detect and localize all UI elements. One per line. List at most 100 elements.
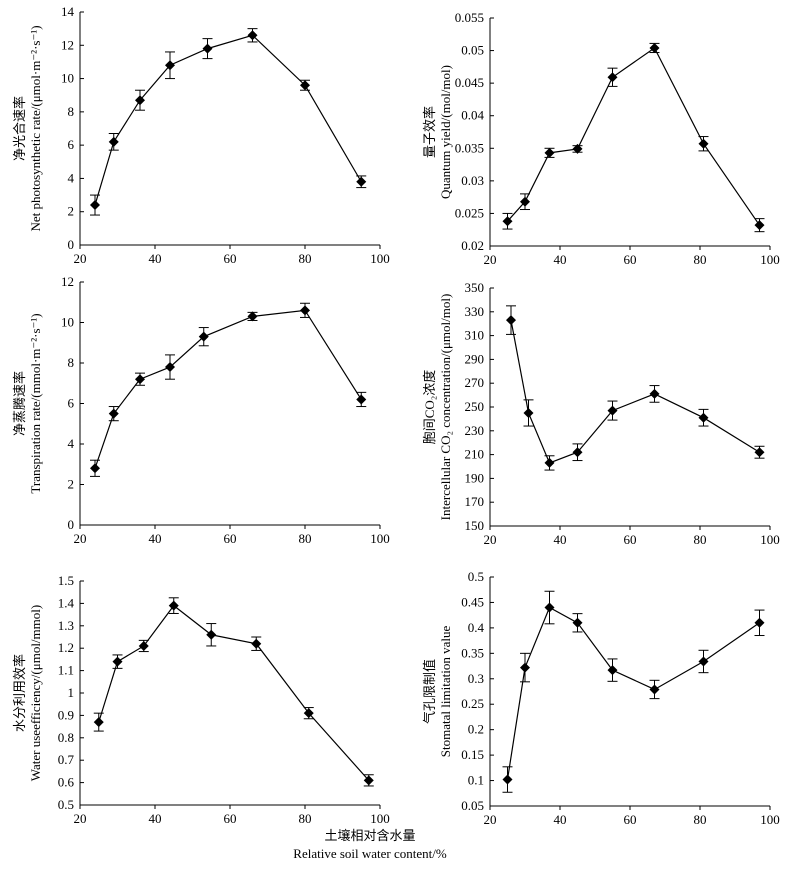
x-tick-label: 100 [760, 812, 780, 827]
chart-panel-3: 0 2 4 6 8 10 12 20 40 60 80 100 净蒸腾速率 Transpiration r… [12, 274, 390, 546]
x-tick-label: 60 [624, 812, 637, 827]
y-tick-label: 0 [68, 517, 75, 532]
y-tick-label: 0.025 [455, 205, 484, 220]
y-tick-label: 290 [465, 351, 485, 366]
x-tick-label: 60 [624, 252, 637, 267]
data-point-marker [607, 405, 618, 416]
x-tick-label: 40 [149, 811, 162, 826]
y-tick-label: 0.25 [461, 696, 484, 711]
data-point-marker [135, 374, 145, 385]
x-tick-label: 40 [554, 532, 567, 547]
data-point-marker [544, 602, 555, 613]
chart-panel-6: 0.05 0.1 0.15 0.2 0.25 0.3 0.35 0.4 0.45 0.5 20 40 6… [422, 569, 780, 827]
y-tick-label: 0.05 [461, 798, 484, 813]
data-point-marker [356, 176, 367, 187]
y-tick-label: 230 [465, 423, 485, 438]
y-tick-label: 8 [68, 355, 75, 370]
series-line [94, 34, 362, 206]
y-tick-label: 14 [61, 4, 75, 19]
figure-xlabel-en: Relative soil water content/% [293, 846, 447, 861]
y-axis-title-en: Transpiration rate/(mmol·m⁻²·s⁻¹) [28, 313, 43, 493]
x-tick-label: 40 [149, 251, 162, 266]
y-tick-label: 270 [465, 375, 485, 390]
x-tick-label: 20 [484, 252, 497, 267]
data-point-marker [93, 717, 104, 728]
y-tick-label: 0.2 [468, 722, 484, 737]
y-axis-title-zh: 净蒸腾速率 [12, 371, 27, 436]
data-point-marker [698, 138, 709, 149]
chart-panel-1: 0 2 4 6 8 10 12 14 20 40 60 80 100 净光合速率 Net photosynt… [12, 4, 390, 266]
data-point-marker [506, 315, 516, 326]
x-tick-label: 100 [370, 811, 390, 826]
y-tick-label: 0.5 [58, 797, 74, 812]
x-tick-label: 80 [694, 532, 707, 547]
y-tick-label: 1.4 [58, 595, 75, 610]
y-axis-title-en: Quantum yield/(mol/mol) [438, 65, 453, 199]
series-line [507, 47, 760, 226]
data-point-marker [168, 600, 179, 611]
y-tick-label: 6 [68, 137, 75, 152]
data-point-marker [698, 412, 709, 423]
data-point-marker [198, 331, 209, 342]
y-tick-label: 310 [465, 328, 485, 343]
y-tick-label: 0 [68, 237, 75, 252]
data-point-marker [165, 362, 175, 373]
x-tick-label: 60 [224, 531, 237, 546]
y-tick-label: 0.7 [58, 752, 75, 767]
data-point-marker [356, 394, 367, 405]
y-tick-label: 1.5 [58, 573, 74, 588]
y-tick-label: 0.04 [461, 108, 484, 123]
data-point-marker [300, 80, 310, 91]
y-axis-title-zh: 胞间CO₂浓度 [422, 370, 437, 445]
data-point-marker [135, 95, 145, 106]
data-point-marker [206, 629, 217, 640]
data-point-marker [649, 388, 660, 399]
y-tick-label: 0.9 [58, 707, 74, 722]
x-tick-label: 60 [224, 811, 237, 826]
x-tick-label: 60 [624, 532, 637, 547]
data-point-marker [502, 216, 513, 227]
chart-panel-4: 150 170 190 210 230 250 270 290 310 330 350 20 40 60 8… [422, 280, 780, 547]
data-point-marker [754, 220, 765, 231]
data-point-marker [520, 662, 530, 673]
x-tick-label: 40 [149, 531, 162, 546]
x-tick-label: 20 [484, 812, 497, 827]
x-tick-label: 20 [74, 251, 87, 266]
series-line [98, 604, 370, 781]
y-tick-label: 0.6 [58, 775, 75, 790]
x-tick-label: 80 [299, 251, 312, 266]
y-tick-label: 1 [68, 685, 75, 700]
y-tick-label: 0.35 [461, 645, 484, 660]
y-tick-label: 0.055 [455, 10, 484, 25]
y-tick-label: 1.1 [58, 663, 74, 678]
data-point-marker [108, 408, 119, 419]
data-point-marker [520, 196, 530, 207]
data-point-marker [572, 143, 583, 154]
data-point-marker [300, 305, 310, 316]
data-point-marker [754, 447, 765, 458]
y-tick-label: 10 [61, 71, 74, 86]
y-axis-title-zh: 水分利用效率 [12, 654, 27, 732]
y-tick-label: 1.2 [58, 640, 74, 655]
data-point-marker [90, 200, 100, 211]
data-point-marker [363, 775, 374, 786]
x-tick-label: 60 [224, 251, 237, 266]
y-tick-label: 0.02 [461, 238, 484, 253]
y-tick-label: 10 [61, 315, 74, 330]
data-point-marker [247, 30, 258, 41]
x-tick-label: 100 [370, 531, 390, 546]
y-tick-label: 210 [465, 447, 485, 462]
y-tick-label: 0.1 [468, 773, 484, 788]
x-tick-label: 20 [74, 811, 87, 826]
y-tick-label: 4 [68, 170, 75, 185]
data-point-marker [649, 684, 660, 695]
data-point-marker [649, 42, 660, 53]
y-tick-label: 12 [61, 37, 74, 52]
y-axis-title-en: Water useefficiency/(μmol/mmol) [28, 605, 43, 781]
chart-panel-2: 0.02 0.025 0.03 0.035 0.04 0.045 0.05 0.055 20 40… [422, 10, 780, 267]
series-line [506, 606, 760, 780]
data-point-marker [202, 43, 213, 54]
y-tick-label: 0.03 [461, 173, 484, 188]
data-point-marker [572, 447, 583, 458]
